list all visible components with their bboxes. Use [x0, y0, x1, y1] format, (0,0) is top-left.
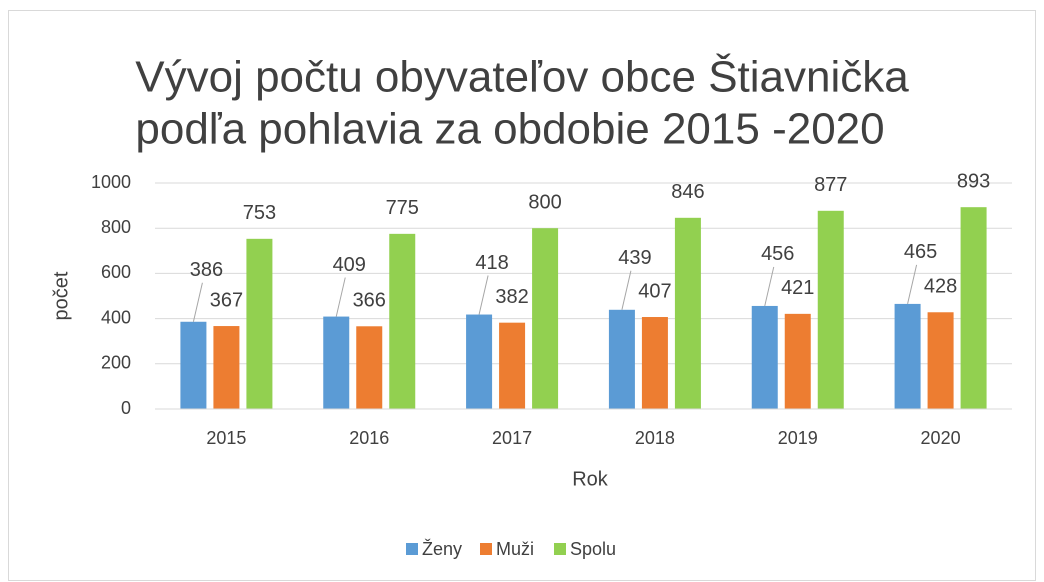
x-tick-label: 2019 — [778, 428, 818, 448]
x-tick-label: 2016 — [349, 428, 389, 448]
bar — [356, 326, 383, 409]
data-label: 775 — [386, 197, 419, 219]
data-label: 409 — [333, 254, 366, 276]
bar — [499, 322, 526, 409]
bar — [641, 317, 668, 409]
leader-line — [335, 277, 346, 317]
y-axis-title: počet — [50, 271, 72, 320]
bar — [960, 207, 987, 409]
bar — [246, 238, 273, 409]
data-label: 407 — [638, 280, 671, 302]
legend-swatch — [554, 543, 566, 555]
data-label: 382 — [495, 286, 528, 308]
chart-border — [8, 10, 1036, 581]
data-label: 456 — [761, 243, 794, 265]
x-tick-label: 2018 — [635, 428, 675, 448]
y-tick-label: 800 — [101, 217, 131, 237]
legend-swatch — [406, 543, 418, 555]
data-label: 846 — [671, 181, 704, 203]
bar — [894, 303, 921, 409]
bar — [180, 321, 207, 409]
bar — [927, 312, 954, 409]
bar — [817, 210, 844, 409]
legend-swatch — [480, 543, 492, 555]
x-tick-label: 2017 — [492, 428, 532, 448]
x-axis-title: Rok — [572, 468, 609, 490]
chart-title: Vývoj počtu obyvateľov obce Štiavnička — [135, 52, 909, 102]
leader-line — [192, 282, 203, 322]
y-tick-label: 200 — [101, 353, 131, 373]
bar — [532, 228, 559, 409]
data-label: 465 — [904, 241, 937, 263]
y-tick-label: 400 — [101, 307, 131, 327]
bar — [784, 313, 811, 409]
leader-line — [621, 270, 632, 310]
chart-title: podľa pohlavia za obdobie 2015 -2020 — [135, 105, 884, 154]
data-label: 421 — [781, 277, 814, 299]
legend-label: Spolu — [570, 539, 616, 559]
data-label: 418 — [475, 252, 508, 274]
y-tick-label: 600 — [101, 262, 131, 282]
bar — [213, 326, 240, 409]
data-label: 893 — [957, 170, 990, 192]
leader-line — [907, 264, 918, 305]
bar — [608, 309, 635, 409]
legend-label: Muži — [496, 539, 534, 559]
data-label: 439 — [618, 247, 651, 269]
bar — [323, 316, 350, 409]
x-tick-label: 2015 — [206, 428, 246, 448]
data-label: 428 — [924, 276, 957, 298]
data-label: 367 — [210, 289, 243, 311]
data-label: 753 — [243, 202, 276, 224]
x-tick-label: 2020 — [921, 428, 961, 448]
bar — [389, 233, 416, 409]
leader-line — [478, 275, 489, 315]
legend-label: Ženy — [422, 539, 462, 559]
leader-line — [764, 266, 775, 307]
data-label: 800 — [528, 191, 561, 213]
bar — [466, 314, 493, 409]
data-label: 366 — [353, 290, 386, 312]
bar — [674, 217, 701, 409]
data-label: 386 — [190, 259, 223, 281]
data-label: 877 — [814, 174, 847, 196]
bar — [751, 305, 778, 409]
y-tick-label: 1000 — [91, 172, 131, 192]
y-tick-label: 0 — [121, 398, 131, 418]
